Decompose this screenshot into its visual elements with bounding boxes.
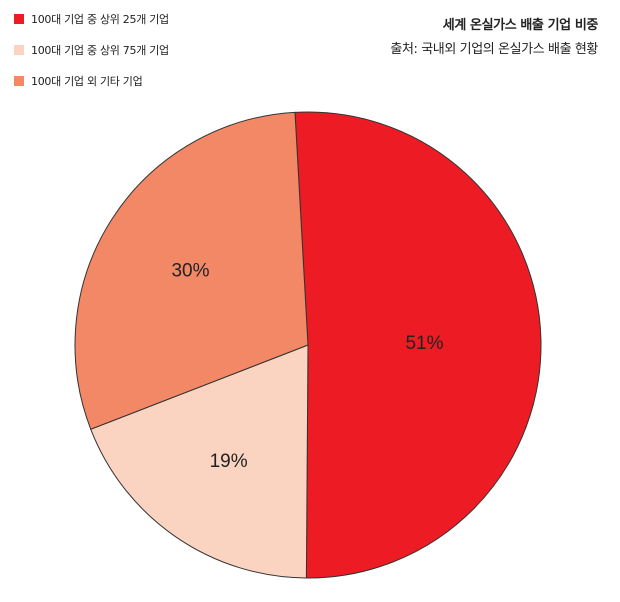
legend-swatch [14, 45, 24, 55]
slice-label: 30% [171, 260, 209, 281]
legend-item: 100대 기업 외 기타 기업 [14, 74, 169, 88]
slice-label: 19% [210, 451, 248, 472]
legend-item: 100대 기업 중 상위 75개 기업 [14, 43, 169, 57]
chart-title: 세계 온실가스 배출 기업 비중 [442, 18, 599, 33]
chart-title-block: 세계 온실가스 배출 기업 비중 출처: 국내외 기업의 온실가스 배출 현황 [390, 14, 598, 57]
legend-swatch [14, 76, 24, 86]
chart-source: 출처: 국내외 기업의 온실가스 배출 현황 [390, 42, 598, 57]
legend-label: 100대 기업 중 상위 75개 기업 [31, 44, 169, 57]
pie-slice [90, 344, 309, 579]
pie-slice [294, 111, 542, 579]
legend-label: 100대 기업 외 기타 기업 [31, 75, 143, 88]
legend: 100대 기업 중 상위 25개 기업 100대 기업 중 상위 75개 기업 … [14, 12, 169, 105]
pie-slice [74, 111, 309, 430]
legend-swatch [14, 14, 24, 24]
legend-label: 100대 기업 중 상위 25개 기업 [31, 13, 169, 26]
slice-label: 51% [405, 333, 443, 354]
legend-item: 100대 기업 중 상위 25개 기업 [14, 12, 169, 26]
